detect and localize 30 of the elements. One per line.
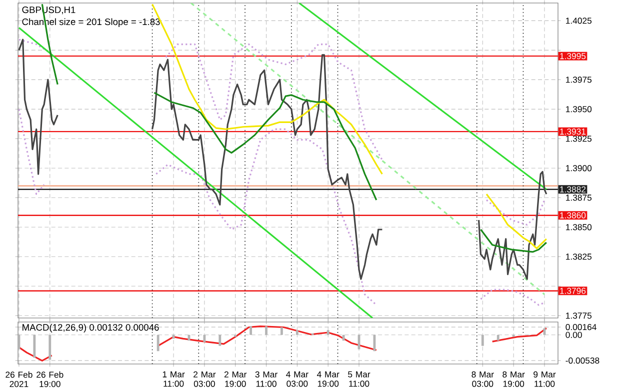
x-tick-label: 4 Mar 19:00 — [316, 371, 340, 387]
x-tick-label: 1 Mar 11:00 — [162, 371, 185, 387]
ref-line-label: 1.3995 — [560, 53, 586, 60]
y-tick-label: 1.3850 — [566, 224, 592, 230]
ref-line-label: 1.3860 — [560, 212, 586, 218]
x-tick-label: 2 Mar 19:00 — [224, 371, 247, 387]
x-tick-label: 5 Mar 11:00 — [348, 371, 370, 387]
y-tick-label: -0.00538 — [566, 357, 600, 364]
x-tick-label: 26 Feb 19:00 — [36, 371, 64, 388]
y-tick-label: 1.3875 — [566, 194, 592, 201]
x-tick-label: 9 Mar 11:00 — [534, 371, 556, 387]
y-tick-label: 0.00 — [566, 332, 582, 338]
x-tick-label: 3 Mar 11:00 — [255, 371, 278, 387]
y-tick-label: 1.3825 — [566, 254, 592, 260]
y-tick-label: 1.3950 — [566, 106, 592, 112]
ref-line-label: 1.3882 — [560, 186, 586, 192]
y-tick-label: 1.3925 — [566, 136, 592, 142]
x-tick-label: 8 Mar 03:00 — [472, 371, 494, 387]
y-tick-label: 1.3900 — [566, 165, 592, 172]
ref-line-label: 1.3796 — [560, 288, 586, 294]
y-tick-label: 1.3975 — [566, 76, 592, 83]
y-tick-label: 0.00164 — [566, 324, 596, 330]
x-tick-label: 26 Feb 2021 — [6, 371, 32, 388]
x-tick-label: 4 Mar 03:00 — [286, 371, 308, 387]
y-tick-label: 1.4025 — [566, 18, 592, 24]
x-tick-label: 8 Mar 19:00 — [502, 371, 525, 387]
ref-line-label: 1.3931 — [560, 128, 586, 135]
chart-title: MACD(12,26,9) 0.00132 0.00046 — [22, 324, 159, 333]
x-tick-label: 2 Mar 03:00 — [194, 371, 216, 387]
y-tick-label: 1.3775 — [566, 312, 592, 319]
